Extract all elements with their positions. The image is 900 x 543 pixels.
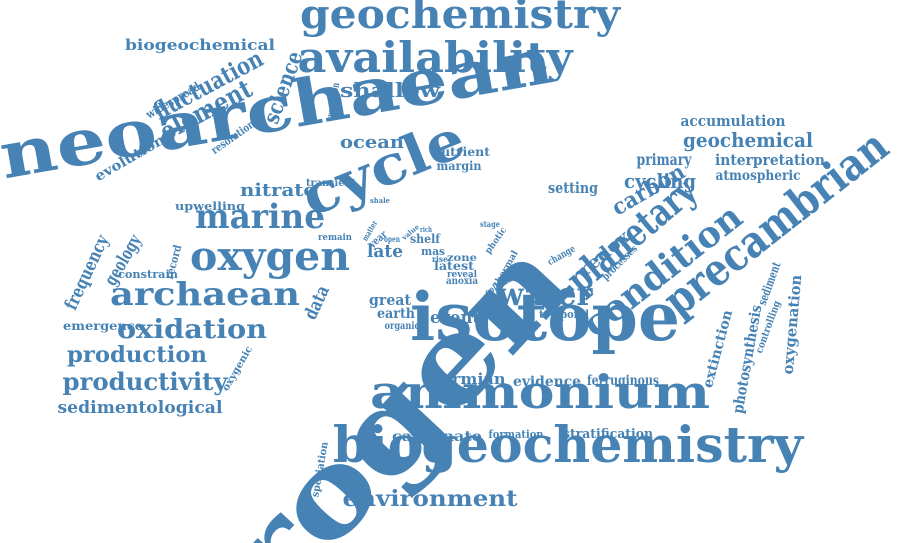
word-mas: mas	[421, 245, 445, 258]
word-late: late	[367, 241, 403, 262]
word-temporal: temporal	[539, 308, 589, 321]
word-isotope: isotope	[410, 278, 680, 356]
word-stratification: stratification	[563, 427, 654, 442]
word-photosynthesis: photosynthesis	[729, 303, 766, 414]
word-setting: setting	[548, 179, 598, 197]
word-water: water	[497, 275, 594, 313]
word-atmospheric: atmospheric	[716, 168, 801, 184]
word-emergence: emergence	[63, 319, 143, 333]
word-organic: organic	[385, 321, 420, 332]
word-remain: remain	[318, 233, 352, 243]
word-ferruginous: ferruginous	[587, 373, 659, 389]
word-evidence: evidence	[513, 374, 581, 390]
word-anoxia: anoxia	[446, 276, 478, 287]
word-geochemical: geochemical	[683, 128, 813, 152]
word-reveal: reveal	[447, 270, 478, 280]
word-production: production	[67, 342, 207, 368]
word-rise: rise	[432, 254, 448, 264]
word-oxidation: oxidation	[117, 315, 267, 345]
word-open: open	[384, 234, 400, 244]
word-oxygenation: oxygenation	[779, 274, 806, 375]
word-biogeochemical: biogeochemical	[125, 36, 275, 54]
word-extinction: extinction	[700, 308, 736, 389]
word-oxygen: oxygen	[190, 233, 350, 280]
word-formation: formation	[489, 428, 544, 441]
word-event: event	[430, 308, 480, 328]
word-cycling: cycling	[624, 169, 696, 193]
word-archaean: archaean	[110, 275, 300, 313]
word-interpretation: interpretation	[715, 151, 825, 169]
word-marine: marine	[195, 197, 325, 237]
word-ammonium: ammonium	[370, 365, 710, 419]
word-stage: stage	[480, 219, 500, 229]
word-data: data	[300, 282, 334, 323]
word-shale: shale	[370, 196, 391, 205]
word-carbonate: carbonate	[392, 429, 482, 445]
word-availability: availability	[298, 33, 575, 82]
word-upwelling: upwelling	[175, 200, 245, 213]
word-transient: transient	[306, 178, 356, 189]
word-ocean: ocean	[340, 132, 404, 153]
word-environment: environment	[343, 486, 519, 512]
word-zone: zone	[447, 253, 477, 264]
word-shallow: shallow	[340, 78, 441, 102]
word-biogeochemistry: biogeochemistry	[333, 415, 805, 474]
word-primary: primary	[637, 150, 693, 169]
word-nutrient: nutrient	[432, 145, 490, 159]
word-accumulation: accumulation	[681, 112, 786, 130]
word-great: great	[369, 291, 411, 309]
word-sedimentological: sedimentological	[58, 398, 224, 418]
word-margin: margin	[437, 159, 482, 173]
word-rich: rich	[420, 225, 432, 234]
word-permian: permian	[431, 370, 506, 388]
word-geochemistry: geochemistry	[300, 0, 622, 38]
word-productivity: productivity	[63, 367, 229, 396]
word-earth: earth	[377, 306, 415, 322]
word-nitrate: nitrate	[240, 180, 316, 201]
word-latest: latest	[434, 259, 474, 273]
word-shelf: shelf	[410, 232, 441, 246]
word-constrain: constrain	[118, 268, 178, 281]
